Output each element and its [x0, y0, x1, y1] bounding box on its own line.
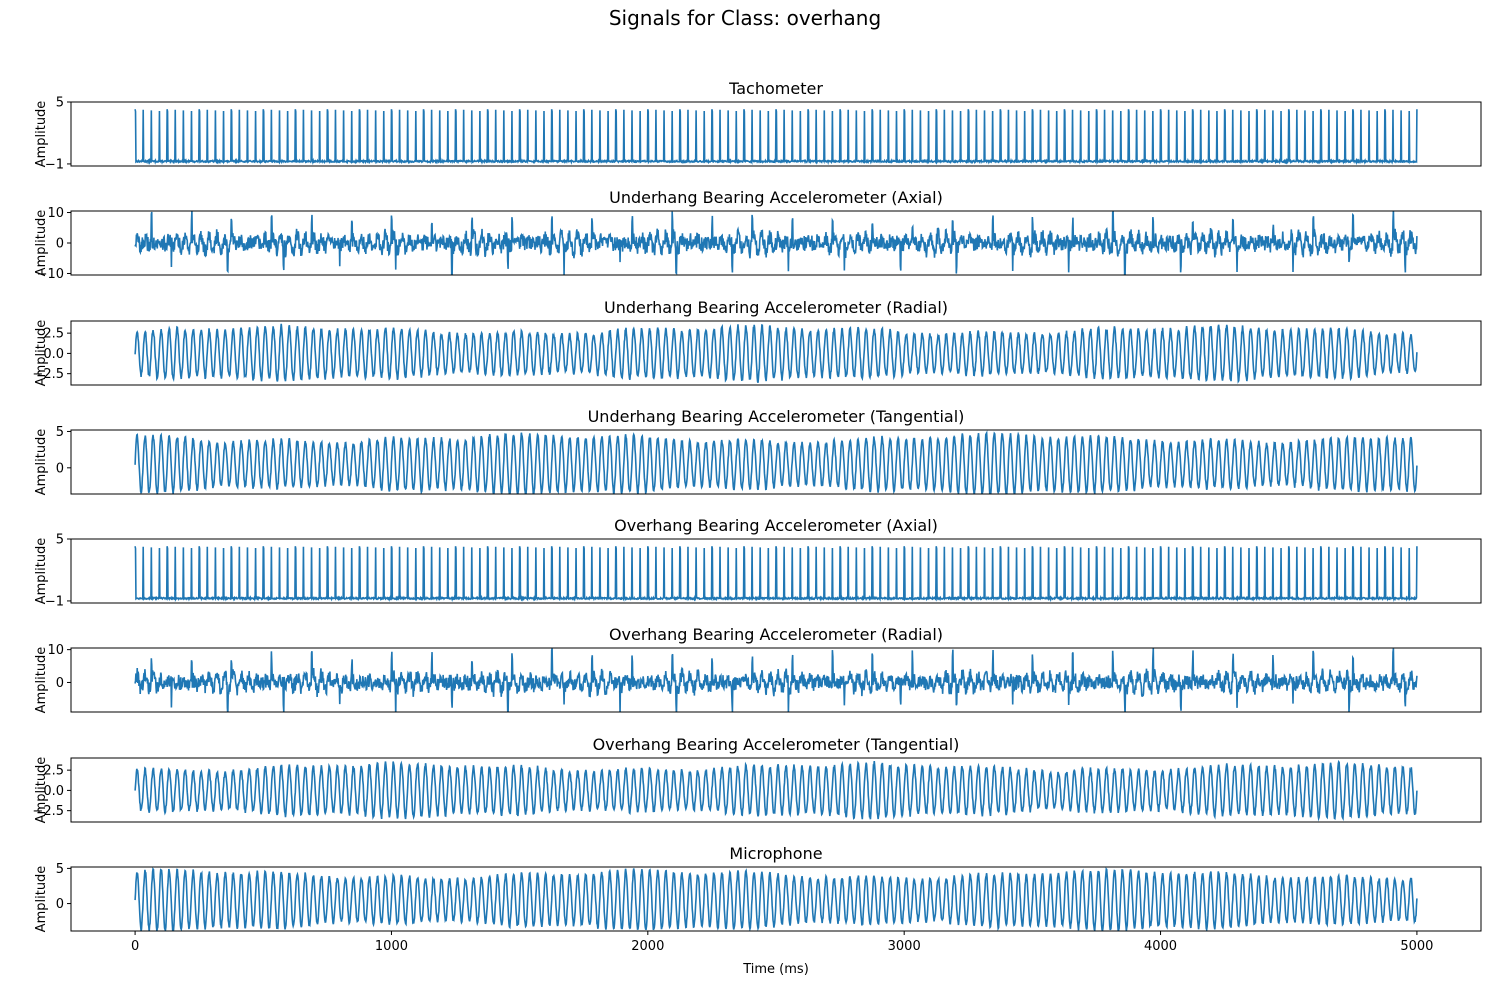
subplot-title: Microphone — [729, 844, 822, 863]
subplot-title: Tachometer — [728, 79, 823, 98]
y-axis-label: Amplitude — [34, 101, 49, 168]
y-tick-label: 5 — [56, 862, 64, 877]
y-tick-label: 10 — [47, 643, 64, 658]
subplot-title: Underhang Bearing Accelerometer (Axial) — [609, 188, 943, 207]
y-axis-label: Amplitude — [34, 320, 49, 387]
subplot-6: Overhang Bearing Accelerometer (Radial) A… — [34, 625, 1482, 714]
subplot-title: Overhang Bearing Accelerometer (Axial) — [614, 516, 938, 535]
figure-suptitle: Signals for Class: overhang — [609, 6, 881, 30]
axes-frame — [70, 866, 1482, 932]
subplot-7: Overhang Bearing Accelerometer (Tangenti… — [32, 735, 1482, 824]
x-tick-label: 4000 — [1144, 939, 1177, 954]
y-tick-label: −2.5 — [32, 367, 64, 382]
y-tick-label: 5 — [56, 96, 64, 111]
y-tick-label: −10 — [37, 267, 64, 282]
axes-frame — [70, 429, 1482, 495]
x-tick-label: 1000 — [375, 939, 408, 954]
signal-line-1-1 — [134, 109, 1418, 166]
subplot-title: Underhang Bearing Accelerometer (Tangent… — [588, 407, 965, 426]
signal-line-8-1 — [134, 867, 1418, 931]
subplot-5: Overhang Bearing Accelerometer (Axial) Am… — [34, 516, 1482, 609]
signal-line-7-1 — [134, 759, 1418, 822]
x-tick-label: 3000 — [888, 939, 921, 954]
subplot-4: Underhang Bearing Accelerometer (Tangent… — [34, 407, 1482, 496]
y-axis-label: Amplitude — [34, 866, 49, 933]
subplot-3: Underhang Bearing Accelerometer (Radial)… — [32, 298, 1482, 387]
subplot-title: Underhang Bearing Accelerometer (Radial) — [604, 298, 948, 317]
axes-frame — [70, 101, 1482, 167]
y-axis-label: Amplitude — [34, 210, 49, 277]
subplot-title: Overhang Bearing Accelerometer (Tangenti… — [593, 735, 960, 754]
y-axis-label: Amplitude — [34, 757, 49, 824]
subplot-title: Overhang Bearing Accelerometer (Radial) — [609, 625, 943, 644]
y-tick-label: −2.5 — [32, 804, 64, 819]
signal-line-4-1 — [134, 430, 1418, 494]
y-tick-label: 5 — [56, 425, 64, 440]
x-tick-label: 0 — [131, 939, 139, 954]
signal-line-5-1 — [134, 546, 1418, 603]
subplot-8: Microphone Amplitude 0 5 0 1000 2000 3000 4000 50… — [34, 844, 1482, 954]
y-tick-label: 0.0 — [43, 347, 64, 362]
subplot-2: Underhang Bearing Accelerometer (Axial) A… — [34, 188, 1482, 282]
signal-line-2-1 — [134, 211, 1418, 275]
y-tick-label: 0 — [56, 897, 64, 912]
axes-frame — [70, 538, 1482, 604]
x-tick-label: 5000 — [1400, 939, 1433, 954]
y-tick-label: 0 — [56, 461, 64, 476]
y-axis-label: Amplitude — [34, 647, 49, 714]
y-tick-label: −1 — [45, 157, 64, 172]
y-tick-label: 10 — [47, 206, 64, 221]
axes-frame — [70, 647, 1482, 713]
signal-line-6-1 — [134, 648, 1418, 712]
y-axis-label: Amplitude — [34, 538, 49, 605]
x-axis-label: Time (ms) — [742, 962, 809, 977]
y-tick-label: 2.5 — [43, 327, 64, 342]
y-axis-label: Amplitude — [34, 429, 49, 496]
signal-line-3-1 — [134, 323, 1418, 384]
subplot-1: Tachometer Amplitude−1 5 — [34, 79, 1482, 172]
y-tick-label: 0 — [56, 237, 64, 252]
y-tick-label: 0.0 — [43, 784, 64, 799]
x-tick-label: 2000 — [631, 939, 664, 954]
y-tick-label: −1 — [45, 594, 64, 609]
y-tick-label: 0 — [56, 676, 64, 691]
y-tick-label: 2.5 — [43, 764, 64, 779]
y-tick-label: 5 — [56, 533, 64, 548]
